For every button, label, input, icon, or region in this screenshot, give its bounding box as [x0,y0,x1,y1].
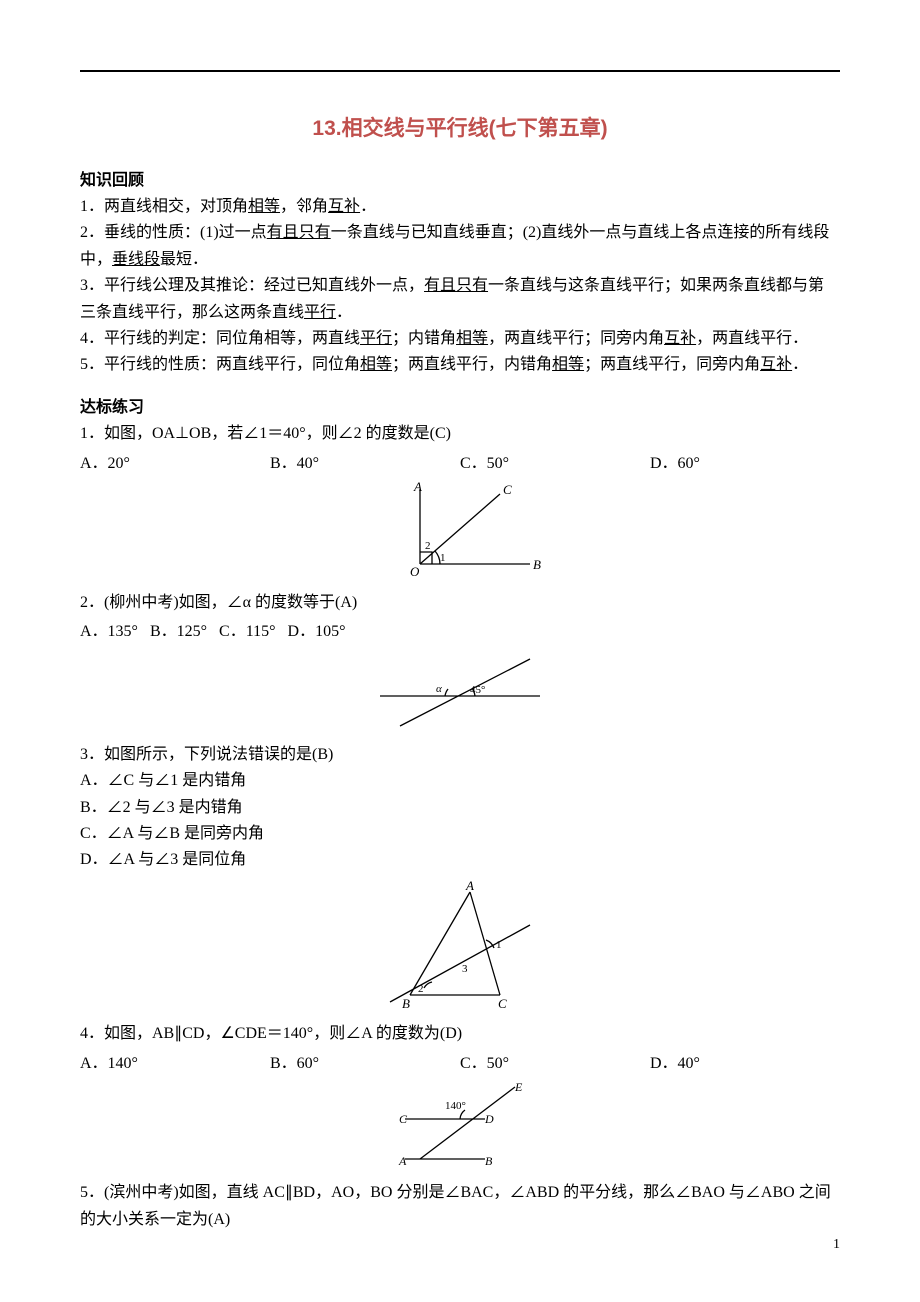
label-b: B [402,996,410,1010]
practice-heading: 达标练习 [80,393,840,417]
q2-text: 2．(柳州中考)如图，∠α 的度数等于(A) [80,590,840,616]
text: ；两直线平行，同旁内角 [584,356,760,373]
text: ． [792,356,808,373]
choice-c: C．115° [219,623,275,640]
q5-text: 5．(滨州中考)如图，直线 AC∥BD，AO，BO 分别是∠BAC，∠ABD 的… [80,1180,840,1233]
text: 最短． [160,251,208,268]
text: 2．垂线的性质：(1)过一点 [80,224,267,241]
label-b: B [485,1154,493,1168]
label-1: 1 [440,552,446,564]
choice-b: B．40° [270,449,460,473]
q3-text: 3．如图所示，下列说法错误的是(B) [80,742,840,768]
blank: 垂线段 [112,251,160,268]
label-c: C [498,996,507,1010]
text: 5．平行线的性质：两直线平行，同位角 [80,356,360,373]
label-d: D [484,1112,494,1126]
choice-a: A．135° [80,623,138,640]
blank: 互补 [328,198,360,215]
label-a: A [413,479,422,494]
choice-d: D．60° [650,449,840,473]
page-number: 1 [833,1237,840,1253]
review-item-4: 4．平行线的判定：同位角相等，两直线平行；内错角相等，两直线平行；同旁内角互补，… [80,326,840,352]
q2-figure: 45° α [80,651,840,736]
label-140: 140° [445,1100,466,1112]
review-item-3: 3．平行线公理及其推论：经过已知直线外一点，有且只有一条直线与这条直线平行；如果… [80,273,840,326]
q3-svg: A B C 1 2 3 [370,880,550,1010]
q4-choices: A．140° B．60° C．50° D．40° [80,1049,840,1073]
choice-b: B．125° [150,623,207,640]
choice-c: C．50° [460,1049,650,1073]
blank: 相等 [360,356,392,373]
text: ；两直线平行，内错角 [392,356,552,373]
blank: 互补 [760,356,792,373]
review-item-5: 5．平行线的性质：两直线平行，同位角相等；两直线平行，内错角相等；两直线平行，同… [80,352,840,378]
review-item-1: 1．两直线相交，对顶角相等，邻角互补． [80,194,840,220]
label-e: E [514,1080,523,1094]
q1-text: 1．如图，OA⊥OB，若∠1＝40°，则∠2 的度数是(C) [80,421,840,447]
q3-opt-a: A．∠C 与∠1 是内错角 [80,768,840,794]
label-a: A [398,1154,407,1168]
text: ． [360,198,376,215]
blank: 互补 [664,330,696,347]
text: ，两直线平行． [696,330,808,347]
q3-opt-d: D．∠A 与∠3 是同位角 [80,847,840,873]
q2-choices: A．135° B．125° C．115° D．105° [80,619,840,645]
choice-c: C．50° [460,449,650,473]
q1-figure: A C B O 1 2 [80,479,840,584]
text: ，邻角 [280,198,328,215]
review-item-2: 2．垂线的性质：(1)过一点有且只有一条直线与已知直线垂直；(2)直线外一点与直… [80,220,840,273]
label-2: 2 [418,983,424,995]
choice-d: D．105° [288,623,346,640]
label-3: 3 [462,963,468,975]
text: ． [336,304,352,321]
q3-options: A．∠C 与∠1 是内错角 B．∠2 与∠3 是内错角 C．∠A 与∠B 是同旁… [80,768,840,874]
blank: 相等 [552,356,584,373]
page-title: 13.相交线与平行线(七下第五章) [80,112,840,142]
label-1: 1 [496,939,502,951]
q2-svg: 45° α [360,651,560,731]
label-45: 45° [470,684,485,696]
choice-a: A．140° [80,1049,270,1073]
choice-d: D．40° [650,1049,840,1073]
q3-figure: A B C 1 2 3 [80,880,840,1015]
blank: 有且只有 [424,277,488,294]
q1-svg: A C B O 1 2 [370,479,550,579]
choice-a: A．20° [80,449,270,473]
q4-figure: C D A B E 140° [80,1079,840,1174]
text: 3．平行线公理及其推论：经过已知直线外一点， [80,277,424,294]
text: ，两直线平行；同旁内角 [488,330,664,347]
label-b: B [533,557,541,572]
label-a: A [465,880,474,893]
q4-svg: C D A B E 140° [385,1079,535,1169]
label-2: 2 [425,540,431,552]
blank: 相等 [248,198,280,215]
label-alpha: α [436,683,442,695]
blank: 相等 [456,330,488,347]
text: 1．两直线相交，对顶角 [80,198,248,215]
q4-text: 4．如图，AB∥CD，∠CDE＝140°，则∠A 的度数为(D) [80,1021,840,1047]
text: ；内错角 [392,330,456,347]
blank: 平行 [304,304,336,321]
label-o: O [410,564,420,579]
blank: 平行 [360,330,392,347]
label-c: C [399,1112,408,1126]
q3-opt-c: C．∠A 与∠B 是同旁内角 [80,821,840,847]
q3-opt-b: B．∠2 与∠3 是内错角 [80,795,840,821]
q1-choices: A．20° B．40° C．50° D．60° [80,449,840,473]
top-rule [80,70,840,72]
text: 4．平行线的判定：同位角相等，两直线 [80,330,360,347]
blank: 有且只有 [267,224,331,241]
label-c: C [503,482,512,497]
choice-b: B．60° [270,1049,460,1073]
review-heading: 知识回顾 [80,166,840,190]
